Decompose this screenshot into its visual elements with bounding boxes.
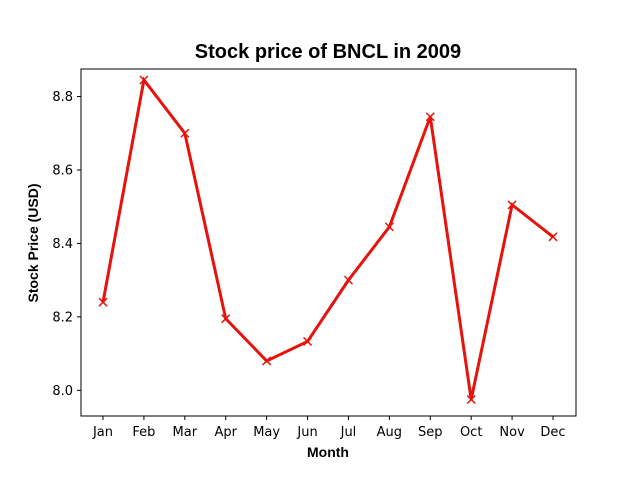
x-tick-label: Jul	[340, 425, 357, 440]
marker-stroke	[343, 275, 353, 285]
x-tick-label: May	[253, 425, 280, 440]
marker-stroke	[98, 297, 108, 307]
x-tick-label: Apr	[214, 425, 237, 440]
data-point-marker	[98, 297, 108, 307]
marker-stroke	[262, 356, 272, 366]
marker-stroke	[221, 314, 231, 324]
chart-title: Stock price of BNCL in 2009	[195, 41, 461, 63]
y-tick-label: 8.2	[52, 310, 73, 325]
y-axis-ticks: 8.0 8.2 8.4 8.6 8.8	[52, 90, 81, 399]
data-point-marker	[180, 128, 190, 138]
x-tick-label: Jan	[92, 425, 113, 440]
marker-stroke	[548, 232, 558, 242]
series-layer	[98, 75, 558, 405]
x-tick-label: Aug	[377, 425, 402, 440]
x-tick-label: Oct	[460, 425, 482, 440]
x-tick-label: Dec	[540, 425, 565, 440]
x-axis-title: Month	[307, 444, 349, 460]
marker-stroke	[466, 394, 476, 405]
marker-stroke	[384, 222, 394, 232]
y-tick-label: 8.0	[52, 384, 73, 399]
x-tick-label: Feb	[132, 425, 155, 440]
data-point-marker	[548, 232, 558, 242]
data-point-marker	[343, 275, 353, 285]
marker-stroke	[425, 112, 435, 122]
data-point-marker	[139, 75, 149, 85]
data-point-marker	[262, 356, 272, 366]
y-axis-title: Stock Price (USD)	[25, 183, 41, 302]
x-tick-label: Nov	[499, 425, 525, 440]
data-point-marker	[507, 200, 517, 210]
plot-area-frame	[80, 68, 577, 417]
data-point-marker	[384, 222, 394, 232]
series-line	[101, 76, 554, 400]
data-point-marker	[221, 314, 231, 324]
x-tick-label: Jun	[296, 425, 317, 440]
y-tick-label: 8.6	[52, 163, 73, 178]
marker-stroke	[303, 336, 313, 346]
marker-stroke	[180, 128, 190, 138]
y-tick-label: 8.8	[52, 90, 73, 105]
x-tick-label: Mar	[173, 425, 198, 440]
x-axis-ticks: Jan Feb Mar Apr May Jun Jul Aug Sep Oct Nov Dec	[92, 416, 566, 440]
data-point-marker	[466, 394, 476, 405]
data-point-marker	[425, 112, 435, 122]
y-tick-label: 8.4	[52, 237, 73, 252]
data-point-marker	[303, 336, 313, 346]
marker-stroke	[139, 75, 149, 85]
x-tick-label: Sep	[418, 425, 443, 440]
marker-stroke	[507, 200, 517, 210]
